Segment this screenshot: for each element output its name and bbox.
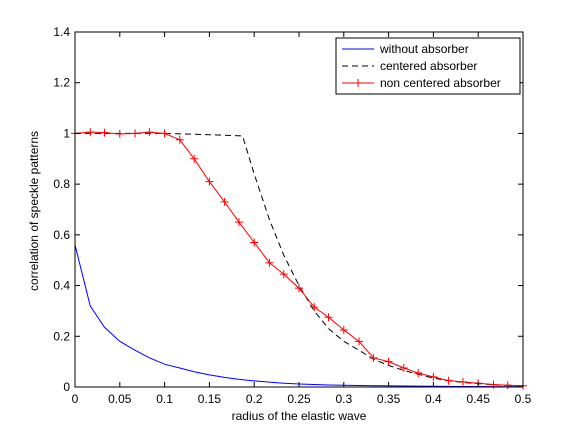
data-point-marker — [384, 357, 393, 366]
x-tick-label: 0.05 — [108, 392, 132, 406]
x-tick-label: 0.3 — [335, 392, 352, 406]
y-tick-label: 1.2 — [53, 76, 70, 90]
x-tick-label: 0.35 — [377, 392, 401, 406]
x-tick-label: 0.25 — [287, 392, 311, 406]
data-point-marker — [190, 154, 199, 163]
data-point-marker — [175, 135, 184, 144]
data-point-marker — [131, 129, 140, 138]
data-point-marker — [100, 128, 109, 137]
y-tick-label: 1 — [63, 126, 70, 140]
legend: without absorber centered absorber non cen… — [335, 37, 521, 95]
x-tick-label: 0.45 — [467, 392, 491, 406]
data-point-marker — [295, 284, 303, 293]
data-point-marker — [339, 325, 348, 334]
data-point-marker — [115, 129, 124, 138]
y-tick-label: 0.6 — [53, 228, 70, 242]
data-point-marker — [250, 238, 259, 247]
x-tick-label: 0.4 — [425, 392, 442, 406]
data-point-marker — [310, 303, 319, 312]
y-tick-label: 0.2 — [53, 329, 70, 343]
legend-label-1: centered absorber — [380, 59, 477, 73]
x-axis-title: radius of the elastic wave — [232, 409, 367, 423]
x-tick-label: 0.2 — [246, 392, 263, 406]
legend-label-0: without absorber — [379, 42, 469, 56]
data-point-marker — [205, 177, 214, 186]
y-tick-label: 0.8 — [53, 177, 70, 191]
data-point-marker — [86, 128, 95, 137]
data-point-marker — [145, 128, 154, 137]
data-point-marker — [429, 372, 438, 381]
axes: 0 0.05 0.1 0.15 0.2 0.25 0.3 0.35 0.4 0.45 0.5 0 0.2… — [53, 25, 531, 406]
plot-area — [71, 128, 527, 390]
data-point-marker — [503, 381, 512, 390]
y-tick-label: 0.4 — [53, 279, 70, 293]
x-tick-label: 0.15 — [198, 392, 222, 406]
data-point-marker — [399, 363, 408, 372]
x-tick-label: 0 — [72, 392, 79, 406]
data-point-marker — [355, 337, 364, 346]
legend-marker — [354, 79, 362, 87]
data-point-marker — [279, 270, 288, 279]
x-tick-label: 0.1 — [156, 392, 173, 406]
data-point-marker — [369, 353, 378, 362]
data-point-marker — [324, 313, 333, 322]
y-tick-label: 0 — [63, 380, 70, 394]
series-line-2 — [74, 131, 524, 387]
data-point-marker — [414, 369, 423, 378]
series-line-1 — [75, 132, 524, 387]
data-point-marker — [234, 218, 243, 227]
x-tick-label: 0.5 — [515, 392, 532, 406]
data-point-marker — [444, 376, 453, 385]
data-point-marker — [265, 258, 274, 267]
data-point-marker — [458, 377, 467, 386]
data-point-marker — [220, 197, 229, 206]
legend-label-2: non centered absorber — [380, 76, 501, 90]
series-line-0 — [74, 244, 524, 388]
y-axis-title: correlation of speckle patterns — [27, 131, 41, 291]
y-tick-label: 1.4 — [53, 25, 70, 39]
data-point-marker — [160, 129, 169, 138]
